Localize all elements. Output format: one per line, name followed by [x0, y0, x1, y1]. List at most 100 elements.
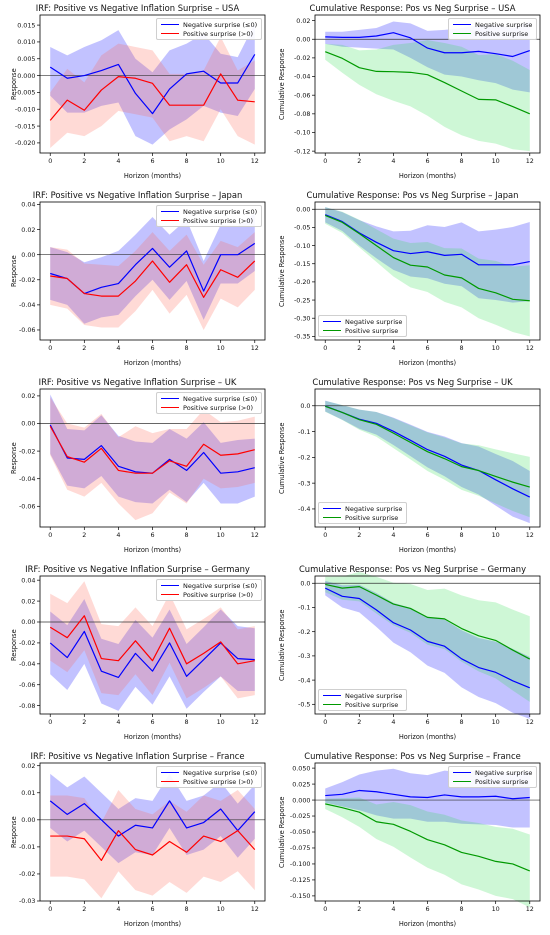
- legend-label: Negative surprise (≤0): [183, 581, 258, 590]
- x-tick-label: 10: [217, 905, 225, 913]
- legend-entry: Positive surprise: [453, 29, 532, 38]
- legend-label: Positive surprise: [345, 700, 399, 709]
- x-tick-label: 10: [492, 344, 500, 352]
- y-tick-label: 0.00: [21, 618, 35, 626]
- y-tick-label: 0.000: [17, 72, 35, 80]
- chart-panel: Cumulative Response: Pos vs Neg Surprise…: [275, 0, 550, 187]
- chart-svg: 0.04 0.02 0.00 -0.02 -0.04 -0.06 -0.08 0 2 4 6 8 10 1…: [19, 575, 266, 726]
- confidence-band: [325, 207, 530, 337]
- x-tick-label: 10: [217, 718, 225, 726]
- series-line: [49, 800, 256, 837]
- y-tick-label: -0.02: [19, 870, 36, 878]
- y-tick-label: 0.050: [292, 764, 310, 772]
- chart-title: IRF: Positive vs Negative Inflation Surp…: [25, 564, 250, 574]
- x-tick-label: 12: [251, 718, 259, 726]
- confidence-band: [50, 773, 255, 864]
- x-tick-label: 4: [116, 344, 120, 352]
- legend-label: Negative surprise: [345, 691, 403, 700]
- y-tick-label: -0.01: [19, 843, 36, 851]
- x-tick-label: 2: [82, 344, 86, 352]
- x-tick-label: 0: [323, 344, 327, 352]
- series-line: [325, 583, 531, 660]
- x-tick-label: 10: [217, 157, 225, 165]
- x-tick-label: 6: [150, 157, 154, 165]
- legend-entry: Negative surprise (≤0): [161, 581, 257, 590]
- x-tick-label: 6: [425, 531, 429, 539]
- legend-entry: Negative surprise (≤0): [161, 20, 257, 29]
- legend: Negative surprise (≤0) Positive surprise …: [156, 766, 263, 788]
- x-tick-label: 4: [116, 718, 120, 726]
- x-tick-label: 6: [425, 718, 429, 726]
- legend-swatch: [323, 508, 341, 509]
- x-tick-label: 10: [217, 344, 225, 352]
- y-tick-label: -0.4: [298, 505, 310, 513]
- confidence-band: [50, 581, 255, 699]
- x-tick-label: 0: [48, 344, 52, 352]
- chart-panel: IRF: Positive vs Negative Inflation Surp…: [0, 187, 275, 374]
- x-tick-label: 12: [526, 905, 534, 913]
- x-tick-label: 12: [251, 157, 259, 165]
- legend-swatch: [161, 781, 179, 782]
- y-tick-label: -0.12: [294, 147, 311, 155]
- legend: Negative surprise Positive surprise: [318, 502, 408, 524]
- legend-label: Positive surprise: [345, 513, 399, 522]
- x-tick-label: 12: [526, 157, 534, 165]
- x-tick-label: 4: [116, 157, 120, 165]
- x-axis-label: Horizon (months): [123, 546, 182, 554]
- x-tick-label: 2: [357, 905, 361, 913]
- confidence-band: [325, 207, 530, 303]
- series-line: [325, 789, 530, 800]
- chart-title: IRF: Positive vs Negative Inflation Surp…: [32, 190, 243, 200]
- y-tick-label: -0.06: [19, 503, 36, 511]
- legend-entry: Positive surprise (>0): [161, 403, 257, 412]
- legend-label: Positive surprise: [475, 29, 529, 38]
- y-tick-label: -0.075: [290, 844, 311, 852]
- x-tick-label: 0: [48, 905, 52, 913]
- x-tick-label: 8: [185, 531, 189, 539]
- legend-entry: Positive surprise: [323, 513, 402, 522]
- x-axis-label: Horizon (months): [123, 359, 182, 367]
- y-tick-label: -0.02: [19, 447, 36, 455]
- x-tick-label: 2: [357, 157, 361, 165]
- series-line: [325, 51, 531, 115]
- x-tick-label: 12: [526, 531, 534, 539]
- legend: Negative surprise (≤0) Positive surprise …: [156, 18, 263, 40]
- x-tick-label: 4: [391, 531, 395, 539]
- y-tick-label: -0.02: [19, 639, 36, 647]
- y-tick-label: -0.06: [294, 91, 311, 99]
- x-tick-label: 2: [82, 531, 86, 539]
- series-line: [325, 32, 530, 58]
- x-tick-label: 6: [150, 344, 154, 352]
- chart-title: Cumulative Response: Pos vs Neg Surprise…: [309, 3, 516, 13]
- y-tick-label: 0.000: [292, 796, 310, 804]
- y-tick-label: -0.35: [294, 333, 311, 341]
- y-tick-label: -0.05: [294, 224, 311, 232]
- legend-entry: Positive surprise (>0): [161, 216, 257, 225]
- y-tick-label: 0.01: [21, 789, 35, 797]
- y-tick-label: -0.20: [294, 278, 311, 286]
- y-tick-label: -0.30: [294, 314, 311, 322]
- x-tick-label: 10: [492, 718, 500, 726]
- y-tick-label: -0.3: [298, 652, 310, 660]
- legend-label: Negative surprise (≤0): [183, 768, 258, 777]
- x-tick-label: 8: [460, 718, 464, 726]
- y-tick-label: 0.02: [21, 762, 35, 770]
- legend-entry: Positive surprise (>0): [161, 590, 257, 599]
- chart-panel: IRF: Positive vs Negative Inflation Surp…: [0, 0, 275, 187]
- x-tick-label: 4: [391, 157, 395, 165]
- y-tick-label: 0.00: [21, 420, 35, 428]
- confidence-band: [50, 36, 255, 148]
- x-axis-label: Horizon (months): [398, 359, 457, 367]
- x-tick-label: 12: [526, 344, 534, 352]
- x-tick-label: 8: [460, 344, 464, 352]
- x-tick-label: 4: [116, 531, 120, 539]
- legend-swatch: [453, 772, 471, 773]
- x-tick-label: 0: [323, 905, 327, 913]
- legend-swatch: [453, 781, 471, 782]
- x-tick-label: 8: [185, 905, 189, 913]
- y-tick-label: 0.00: [21, 251, 35, 259]
- y-tick-label: -0.10: [294, 242, 311, 250]
- x-tick-label: 6: [425, 157, 429, 165]
- legend: Negative surprise Positive surprise: [318, 689, 408, 711]
